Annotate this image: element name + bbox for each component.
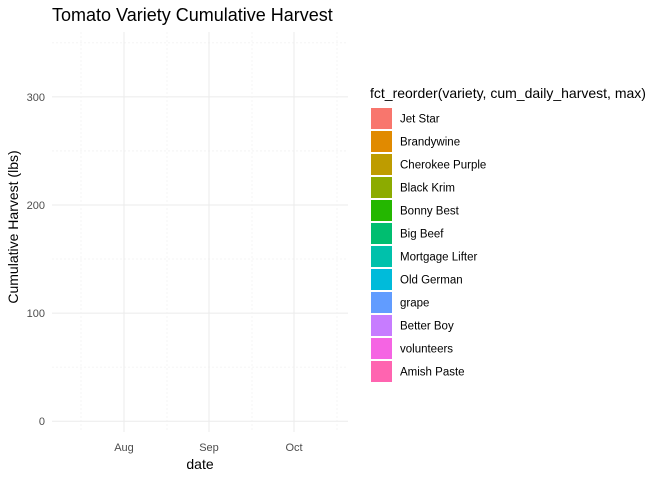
legend-label: Better Boy [400,321,454,333]
x-tick-label: Oct [285,442,302,454]
legend-label: Black Krim [400,183,455,195]
legend-title: fct_reorder(variety, cum_daily_harvest, … [370,85,646,101]
legend-label: volunteers [400,344,453,356]
legend-swatch [371,131,392,152]
legend-item: Bonny Best [371,200,460,221]
legend-label: Mortgage Lifter [400,252,478,264]
x-axis-title: date [186,456,213,472]
legend-swatch [371,177,392,198]
y-axis: 0 100 200 300 [27,92,45,428]
x-tick-label: Sep [199,442,219,454]
legend-item: Cherokee Purple [371,154,486,175]
plot-grid [52,32,348,432]
legend-item: Mortgage Lifter [371,246,478,267]
legend-label: Brandywine [400,137,460,149]
legend-item: Black Krim [371,177,455,198]
legend-swatch [371,108,392,129]
legend-label: Amish Paste [400,367,465,379]
legend-item: Better Boy [371,315,454,336]
legend-item: grape [371,292,429,313]
x-tick-label: Aug [114,442,134,454]
legend-swatch [371,269,392,290]
legend-swatch [371,338,392,359]
y-tick-label: 300 [27,92,45,104]
chart-title: Tomato Variety Cumulative Harvest [52,5,333,25]
legend-item: Brandywine [371,131,460,152]
legend-swatch [371,246,392,267]
legend-label: Cherokee Purple [400,160,486,172]
legend-item: Big Beef [371,223,444,244]
legend-swatch [371,200,392,221]
legend-swatch [371,154,392,175]
y-tick-label: 100 [27,308,45,320]
legend-label: Jet Star [400,114,440,126]
legend-item: Old German [371,269,463,290]
legend-label: Old German [400,275,463,287]
y-tick-label: 200 [27,200,45,212]
y-tick-label: 0 [39,416,45,428]
y-axis-title: Cumulative Harvest (lbs) [5,150,21,303]
legend-swatch [371,361,392,382]
legend-label: Big Beef [400,229,444,241]
x-axis: Aug Sep Oct [114,442,302,454]
legend-item: Jet Star [371,108,440,129]
legend-swatch [371,292,392,313]
legend-swatch [371,223,392,244]
legend-label: grape [400,298,429,310]
legend: Jet Star Brandywine Cherokee Purple Black K… [371,108,486,382]
legend-label: Bonny Best [400,206,460,218]
legend-swatch [371,315,392,336]
legend-item: volunteers [371,338,453,359]
legend-item: Amish Paste [371,361,465,382]
